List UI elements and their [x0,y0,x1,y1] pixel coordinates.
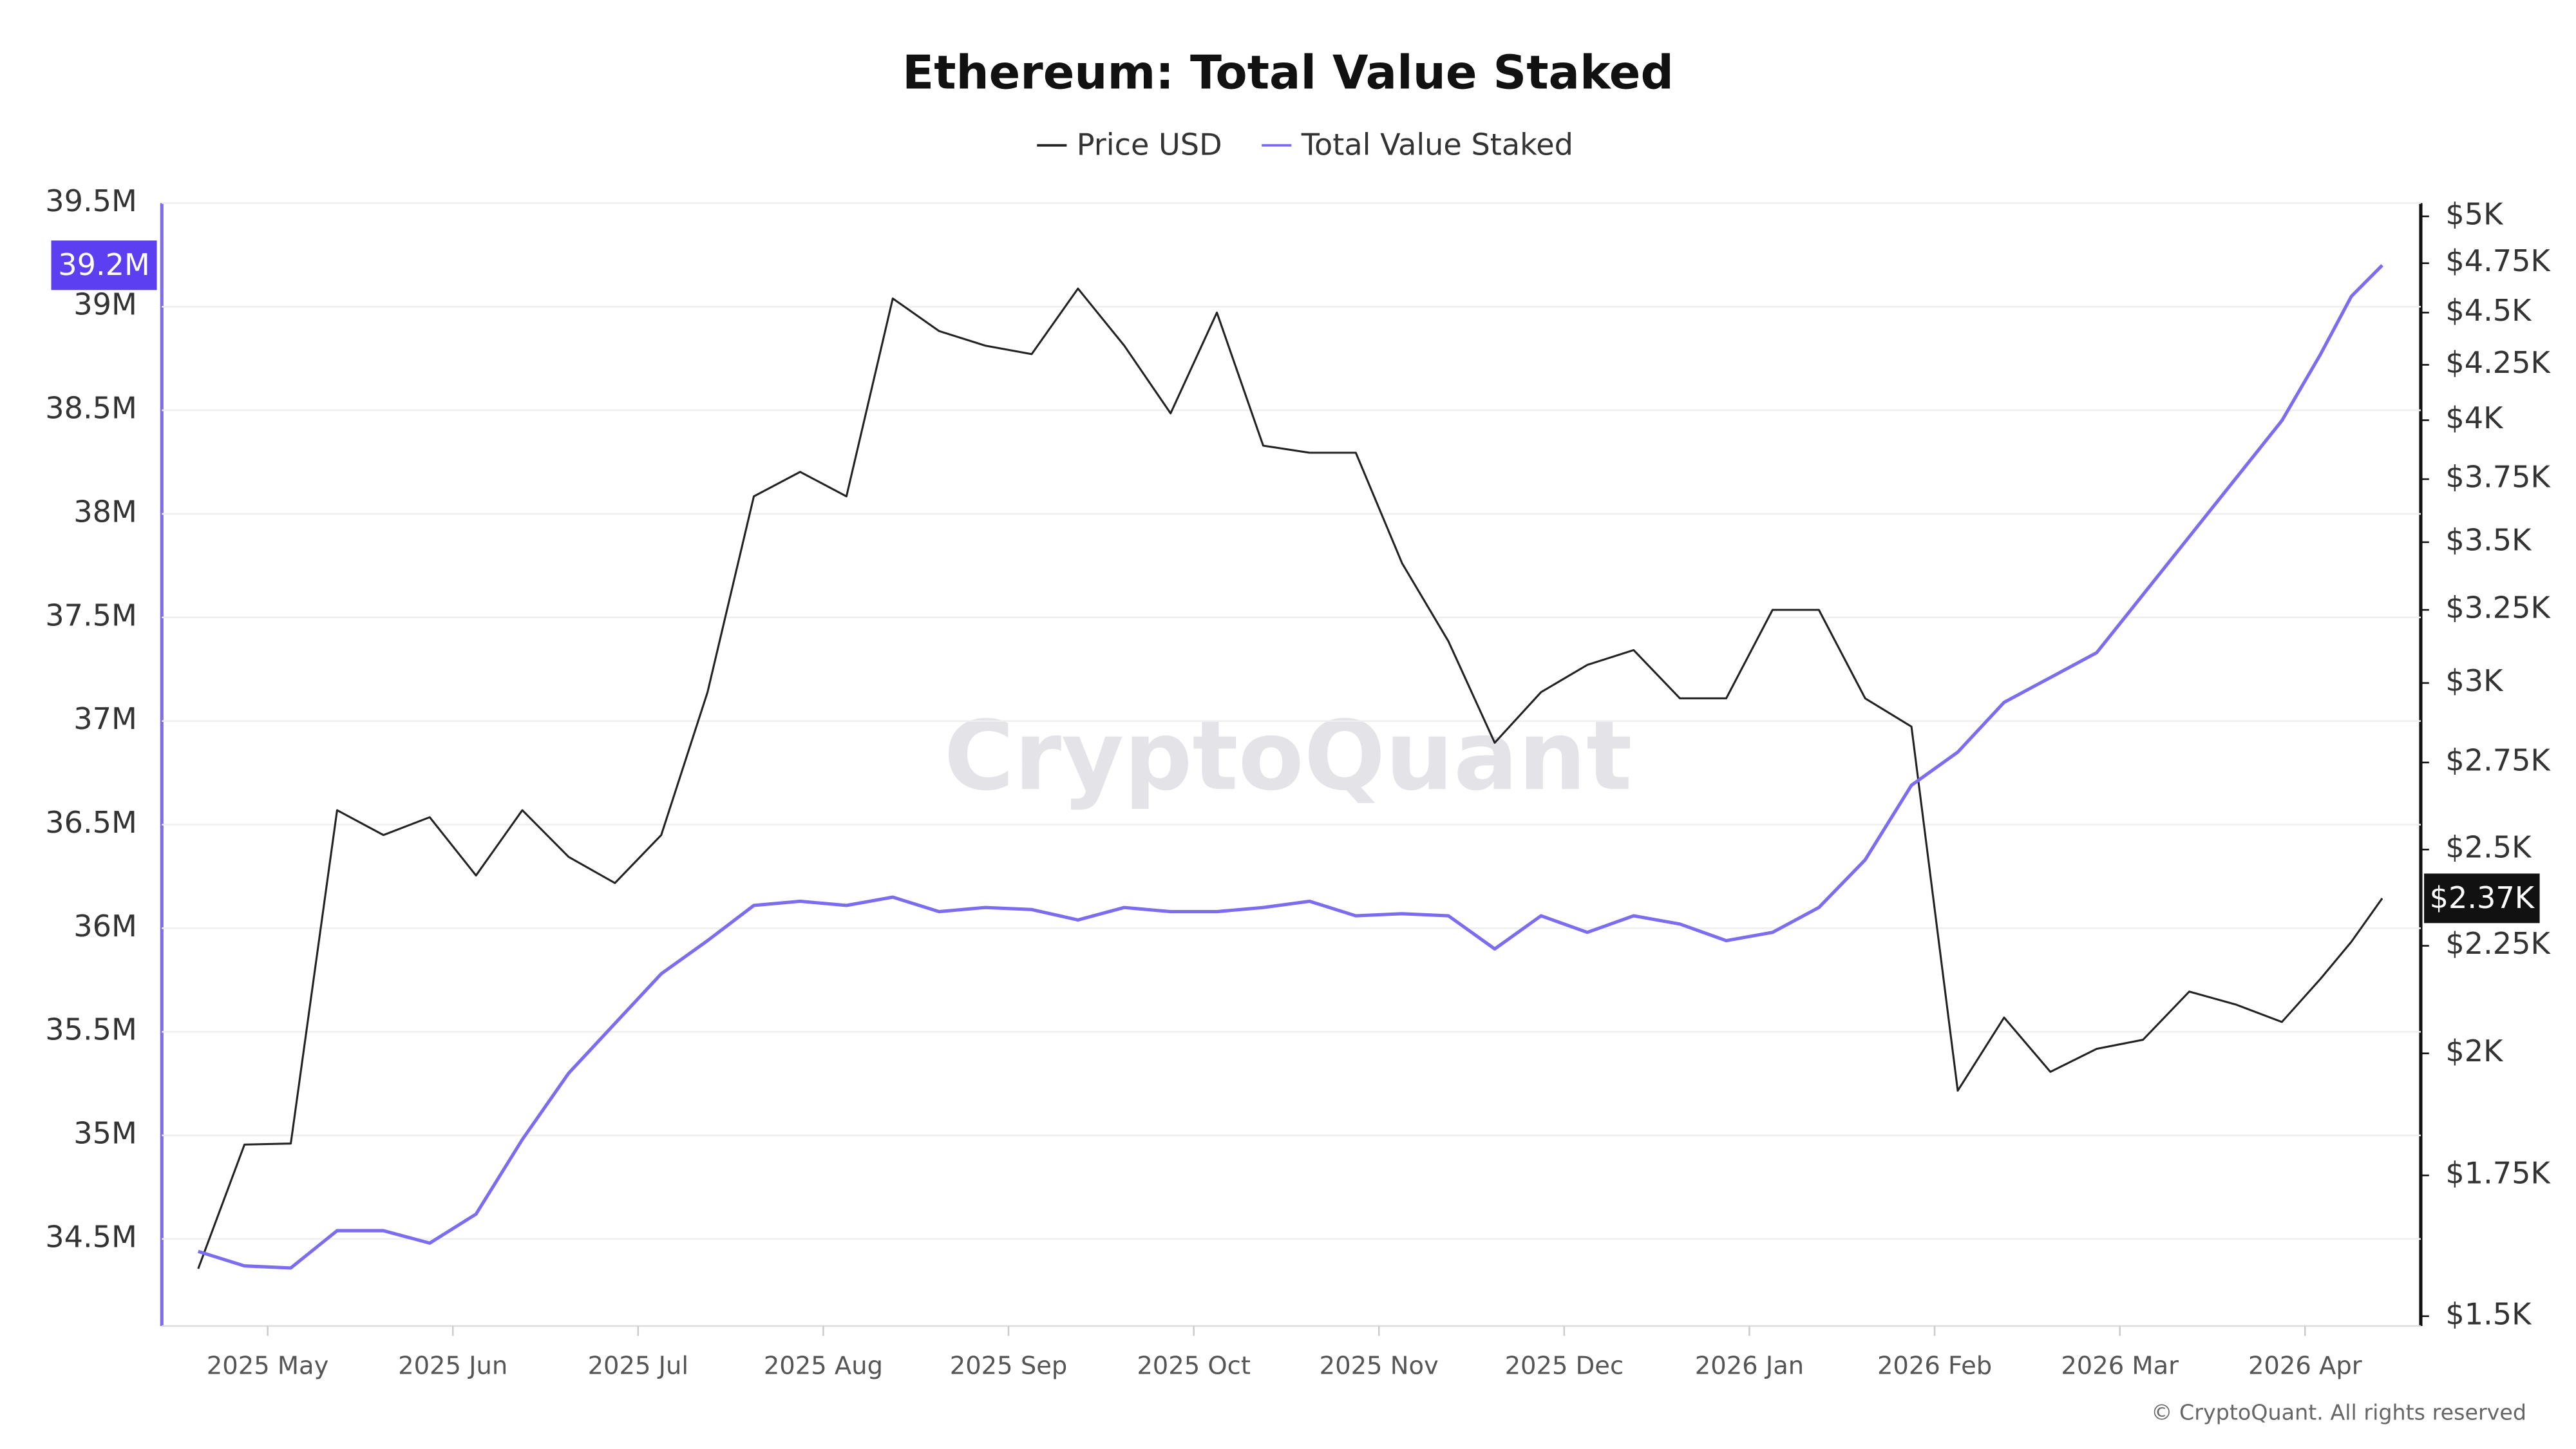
watermark: CryptoQuant [944,701,1633,812]
y2-tick-label: $3.75K [2445,460,2551,495]
x-tick-label: 2026 Feb [1877,1352,1992,1381]
y-tick-label: 38.5M [45,391,137,426]
last-value-label: $2.37K [2430,880,2535,915]
footer: © CryptoQuant. All rights reserved [2151,1399,2526,1425]
y-tick-label: 39M [73,287,137,322]
y-tick-label: 35M [73,1116,137,1151]
x-tick-label: 2025 Aug [764,1352,883,1381]
y-tick-label: 36M [73,909,137,943]
y-tick-label: 35.5M [45,1012,137,1047]
y2-tick-label: $2.25K [2445,926,2551,961]
series-line [197,264,2383,1270]
y2-tick-label: $2.75K [2445,743,2551,777]
x-tick-label: 2026 Mar [2061,1352,2179,1381]
y-tick-label: 37M [73,701,137,736]
y2-tick-label: $2K [2445,1034,2504,1068]
y2-tick-label: $3.25K [2445,591,2551,625]
y2-tick-label: $4.75K [2445,243,2551,278]
y2-tick-label: $5K [2445,196,2504,231]
y-tick-label: 38M [73,494,137,529]
legend-label: Price USD [1077,128,1222,162]
y2-tick-label: $1.75K [2445,1156,2551,1191]
y2-tick-label: $4.5K [2445,293,2532,328]
x-tick-label: 2025 Jun [398,1352,507,1381]
last-value-label: 39.2M [58,247,150,282]
x-tick-label: 2025 Dec [1505,1352,1624,1381]
x-tick-label: 2026 Jan [1695,1352,1804,1381]
y-tick-label: 36.5M [45,805,137,840]
y2-tick-label: $1.5K [2445,1296,2532,1331]
y2-tick-label: $4.25K [2445,345,2551,380]
legend-label: Total Value Staked [1301,128,1573,162]
series-line [197,287,2383,1269]
y-tick-label: 37.5M [45,598,137,632]
x-tick-label: 2025 May [207,1352,329,1381]
x-tick-label: 2025 Sep [950,1352,1068,1381]
y2-tick-label: $3.5K [2445,522,2532,557]
last-value-box [2424,873,2540,923]
y-tick-label: 39.5M [45,184,137,218]
last-value-box [51,240,157,290]
chart-title: Ethereum: Total Value Staked [902,45,1674,99]
x-tick-label: 2025 Nov [1320,1352,1439,1381]
x-tick-label: 2025 Jul [588,1352,688,1381]
y2-tick-label: $2.5K [2445,830,2532,865]
y-tick-label: 34.5M [45,1219,137,1254]
y2-tick-label: $4K [2445,401,2504,435]
y2-tick-label: $3K [2445,663,2504,698]
x-tick-label: 2026 Apr [2248,1352,2362,1381]
x-tick-label: 2025 Oct [1137,1352,1251,1381]
